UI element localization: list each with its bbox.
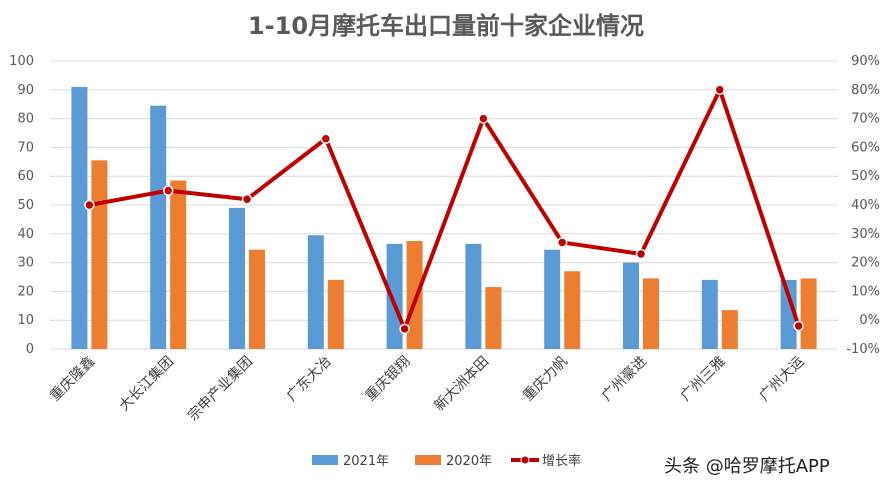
legend-swatch — [415, 455, 441, 465]
growth-point — [320, 133, 332, 145]
right-tick-label: 50% — [851, 169, 880, 184]
right-tick-label: -10% — [846, 342, 880, 357]
bar-series-2 — [800, 278, 817, 349]
left-tick-label: 80 — [17, 112, 34, 127]
category-label: 新大洲本田 — [431, 354, 492, 415]
bar-series-2 — [564, 271, 581, 349]
right-axis: -10% 0% 10% 20% 30% 40% 50% 60% 70% 80% 90% — [846, 54, 880, 357]
growth-line — [84, 84, 804, 335]
growth-point — [793, 320, 804, 332]
gridlines — [50, 60, 838, 350]
category-label: 重庆银翔 — [363, 354, 414, 405]
bar-series-1 — [71, 86, 88, 350]
left-tick-label: 30 — [17, 256, 34, 271]
legend-label: 增长率 — [542, 453, 581, 469]
bars — [71, 86, 817, 350]
right-tick-label: 10% — [851, 284, 880, 299]
growth-point — [556, 237, 568, 248]
left-tick-label: 0 — [26, 342, 34, 357]
category-label: 宗申产业集团 — [184, 353, 255, 424]
legend-swatch — [312, 455, 338, 465]
category-label: 广东大冶 — [284, 354, 335, 405]
bar-series-1 — [623, 262, 639, 349]
bar-series-1 — [386, 243, 403, 349]
right-tick-label: 60% — [851, 140, 880, 155]
right-tick-label: 90% — [851, 54, 880, 69]
left-axis: 0 10 20 30 40 50 60 70 80 90 100 — [9, 54, 34, 357]
left-tick-label: 20 — [17, 284, 34, 299]
bar-series-1 — [307, 235, 324, 349]
bar-series-1 — [150, 105, 167, 349]
bar-series-1 — [780, 279, 797, 349]
bar-series-2 — [249, 249, 265, 349]
growth-line-path — [89, 87, 801, 331]
category-label: 重庆隆鑫 — [47, 353, 99, 405]
left-tick-label: 100 — [9, 54, 34, 69]
growth-point — [635, 248, 647, 260]
bar-series-2 — [721, 310, 738, 349]
right-tick-label: 70% — [851, 112, 880, 127]
watermark: 头条 @哈罗摩托APP — [664, 456, 830, 477]
right-tick-label: 0% — [859, 313, 880, 328]
growth-point — [399, 323, 410, 335]
left-tick-label: 70 — [17, 140, 34, 155]
bar-series-2 — [170, 180, 187, 349]
right-tick-label: 20% — [851, 256, 880, 271]
category-label: 重庆力帆 — [520, 354, 571, 405]
chart-title: 1-10月摩托车出口量前十家企业情况 — [248, 12, 644, 40]
bar-series-2 — [485, 287, 502, 349]
growth-point — [478, 113, 489, 124]
growth-point — [84, 199, 95, 211]
left-tick-label: 60 — [17, 169, 34, 184]
bar-series-2 — [327, 279, 344, 349]
legend-marker — [520, 455, 530, 465]
bar-series-1 — [544, 249, 561, 349]
bar-series-1 — [465, 243, 482, 349]
bar-series-2 — [91, 160, 108, 349]
bar-series-2 — [406, 241, 423, 349]
legend-label: 2020年 — [446, 454, 492, 469]
left-tick-label: 50 — [17, 198, 34, 213]
bar-series-1 — [229, 207, 245, 349]
category-label: 广州大运 — [757, 354, 808, 405]
category-labels: 重庆隆鑫 大长江集团 宗申产业集团 广东大冶 重庆银翔 新大洲本田 重庆力帆 广州豪进 广州三雅… — [47, 353, 808, 424]
right-tick-label: 80% — [851, 83, 880, 98]
legend: 2021年 2020年 增长率 — [312, 453, 581, 469]
bar-series-1 — [701, 279, 718, 349]
category-label: 广州豪进 — [599, 354, 650, 405]
left-tick-label: 40 — [17, 227, 34, 242]
growth-point — [162, 185, 174, 196]
category-label: 大长江集团 — [116, 353, 178, 415]
right-tick-label: 30% — [851, 227, 880, 242]
category-label: 广州三雅 — [678, 354, 729, 405]
legend-label: 2021年 — [343, 454, 389, 469]
bar-series-2 — [643, 278, 659, 349]
right-tick-label: 40% — [851, 198, 880, 213]
left-tick-label: 90 — [17, 83, 34, 98]
growth-point — [241, 193, 253, 205]
growth-point — [714, 84, 726, 96]
left-tick-label: 10 — [17, 313, 34, 328]
